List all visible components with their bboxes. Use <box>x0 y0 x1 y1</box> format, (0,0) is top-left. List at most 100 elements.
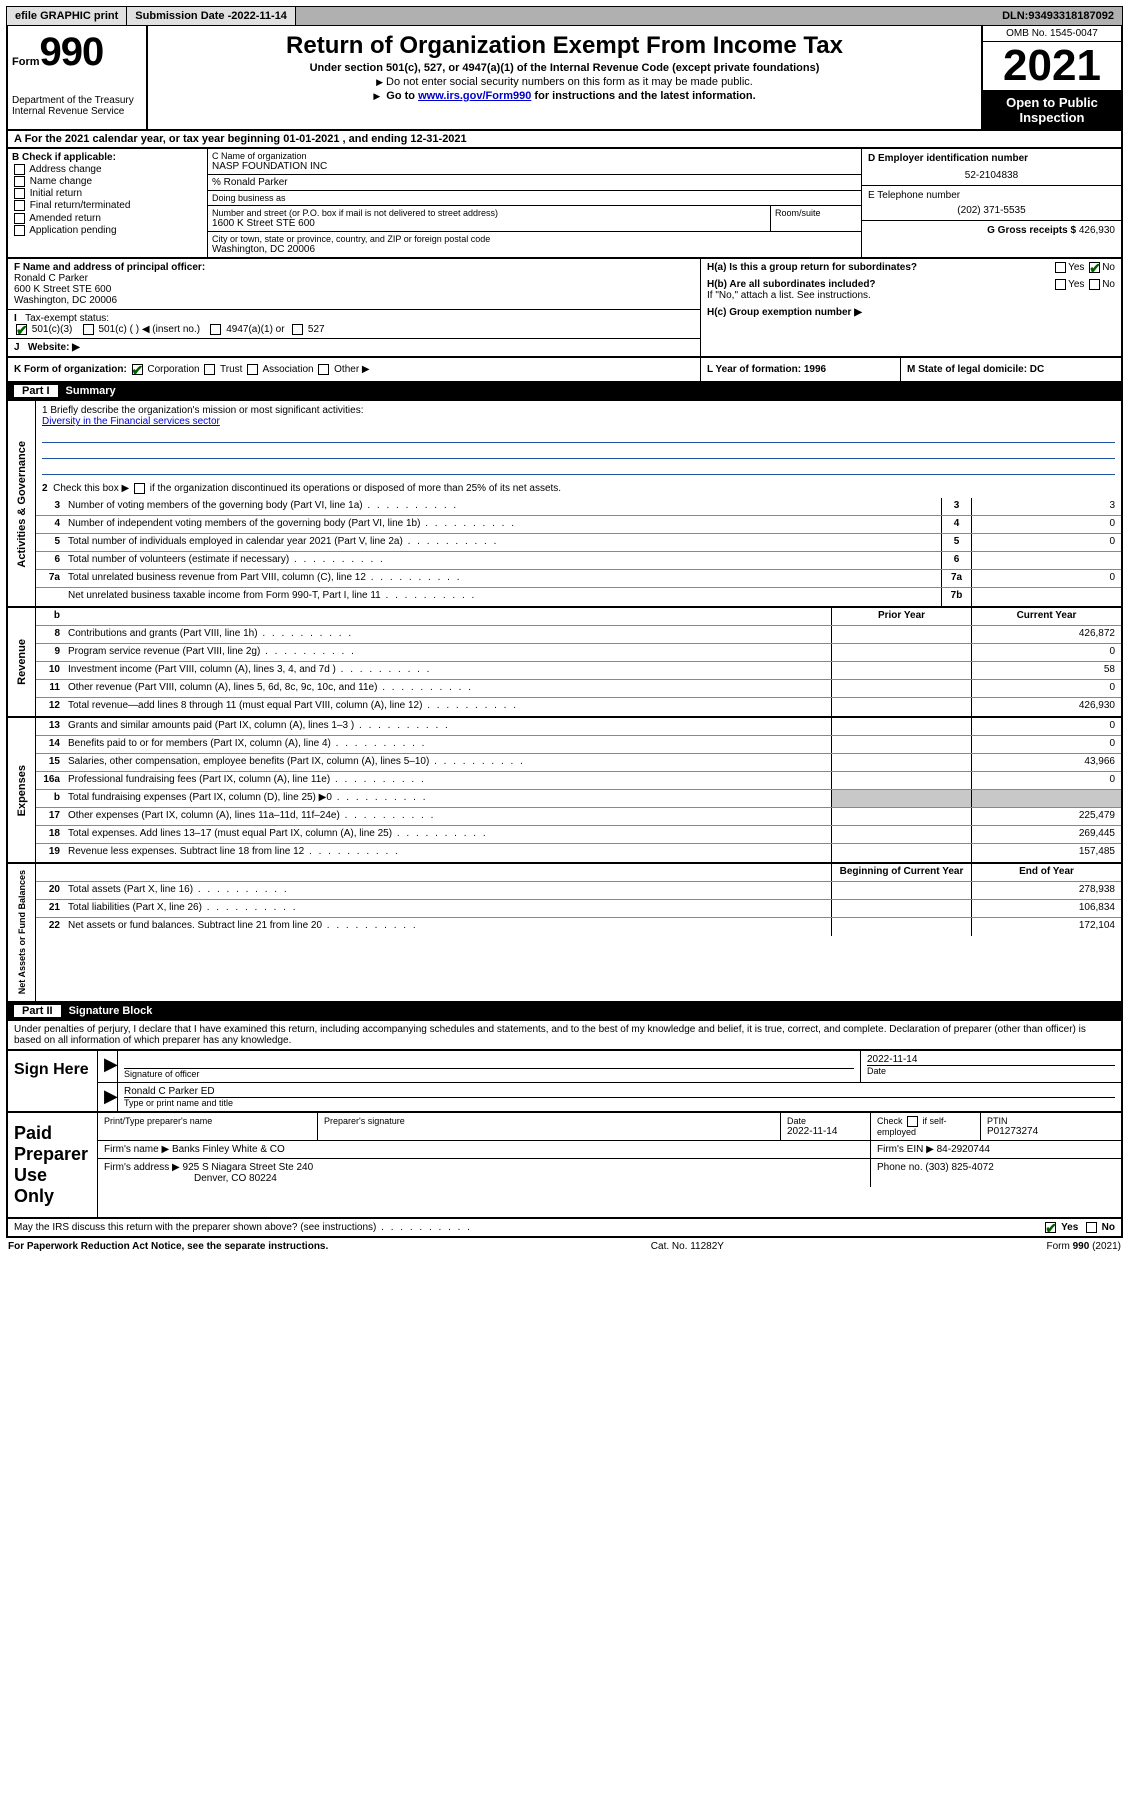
cb-other[interactable] <box>318 364 329 375</box>
part-ii-num: Part II <box>14 1005 61 1017</box>
table-row: 20Total assets (Part X, line 16) 278,938 <box>36 882 1121 900</box>
b-header: B Check if applicable: <box>12 152 116 163</box>
header-right: OMB No. 1545-0047 2021 Open to Public In… <box>981 26 1121 129</box>
header-left: Form990 Department of the Treasury Inter… <box>8 26 148 129</box>
table-row: 18Total expenses. Add lines 13–17 (must … <box>36 826 1121 844</box>
summary-expenses: Expenses 13Grants and similar amounts pa… <box>6 718 1123 864</box>
table-row: 11Other revenue (Part VIII, column (A), … <box>36 680 1121 698</box>
col-b-checkboxes: B Check if applicable: Address change Na… <box>8 149 208 257</box>
table-row: 8Contributions and grants (Part VIII, li… <box>36 626 1121 644</box>
room-suite-label: Room/suite <box>771 206 861 231</box>
table-row: 19Revenue less expenses. Subtract line 1… <box>36 844 1121 862</box>
name-arrow-icon: ▶ <box>98 1083 118 1111</box>
e-phone-label: E Telephone number <box>868 190 960 201</box>
h-a-group-return: H(a) Is this a group return for subordin… <box>701 259 1121 276</box>
paid-preparer-block: Paid Preparer Use Only Print/Type prepar… <box>6 1113 1123 1219</box>
table-row: 22Net assets or fund balances. Subtract … <box>36 918 1121 936</box>
year-end: 12-31-2021 <box>410 133 466 145</box>
table-row: 3Number of voting members of the governi… <box>36 498 1121 516</box>
cb-trust[interactable] <box>204 364 215 375</box>
cb-ha-yes[interactable] <box>1055 262 1066 273</box>
table-row: 13Grants and similar amounts paid (Part … <box>36 718 1121 736</box>
cb-discuss-yes[interactable] <box>1045 1222 1056 1233</box>
cb-501c[interactable] <box>83 324 94 335</box>
cb-ha-no[interactable] <box>1089 262 1100 273</box>
cb-4947a1[interactable] <box>210 324 221 335</box>
j-website: J Website: ▶ <box>8 339 700 356</box>
note-instructions: Go to www.irs.gov/Form990 for instructio… <box>154 90 975 102</box>
table-row: Net unrelated business taxable income fr… <box>36 588 1121 606</box>
note-ssn: Do not enter social security numbers on … <box>154 76 975 88</box>
irs-link[interactable]: www.irs.gov/Form990 <box>418 90 531 102</box>
cb-self-employed[interactable] <box>907 1116 918 1127</box>
street-address: 1600 K Street STE 600 <box>212 218 766 229</box>
cb-hb-no[interactable] <box>1089 279 1100 290</box>
discuss-row: May the IRS discuss this return with the… <box>6 1219 1123 1238</box>
cb-address-change[interactable]: Address change <box>12 164 203 175</box>
cb-discuss-no[interactable] <box>1086 1222 1097 1233</box>
summary-net-assets: Net Assets or Fund Balances Beginning of… <box>6 864 1123 1002</box>
row-k-to-m: K Form of organization: Corporation Trus… <box>6 358 1123 383</box>
cb-amended-return[interactable]: Amended return <box>12 213 203 224</box>
firm-addr2: Denver, CO 80224 <box>194 1173 277 1184</box>
firm-addr-label: Firm's address ▶ <box>104 1162 183 1173</box>
m-domicile: M State of legal domicile: DC <box>901 358 1121 381</box>
block-b-to-g: B Check if applicable: Address change Na… <box>6 149 1123 259</box>
tax-year: 2021 <box>983 42 1121 90</box>
h-b-note: If "No," attach a list. See instructions… <box>707 290 1115 301</box>
table-row: 7aTotal unrelated business revenue from … <box>36 570 1121 588</box>
perjury-statement: Under penalties of perjury, I declare th… <box>6 1021 1123 1051</box>
officer-printed-name: Ronald C Parker ED <box>124 1086 1115 1097</box>
efile-print-button[interactable]: efile GRAPHIC print <box>7 7 127 25</box>
top-toolbar: efile GRAPHIC print Submission Date - 20… <box>6 6 1123 26</box>
form-header: Form990 Department of the Treasury Inter… <box>6 26 1123 131</box>
part-i-title: Summary <box>66 385 116 397</box>
form-ref: Form 990 (2021) <box>1047 1241 1121 1252</box>
cb-final-return[interactable]: Final return/terminated <box>12 200 203 211</box>
officer-addr1: 600 K Street STE 600 <box>14 284 111 295</box>
gross-receipts-value: 426,930 <box>1079 225 1115 236</box>
vtab-governance: Activities & Governance <box>8 401 36 606</box>
f-principal-officer: F Name and address of principal officer:… <box>8 259 700 310</box>
vtab-net-assets: Net Assets or Fund Balances <box>8 864 36 1000</box>
q2-discontinued: 2 Check this box ▶ if the organization d… <box>42 483 1115 494</box>
cb-discontinued[interactable] <box>134 483 145 494</box>
officer-name: Ronald C Parker <box>14 273 88 284</box>
vtab-expenses: Expenses <box>8 718 36 862</box>
q1-mission: 1 Briefly describe the organization's mi… <box>42 405 1115 416</box>
table-row: 15Salaries, other compensation, employee… <box>36 754 1121 772</box>
cb-name-change[interactable]: Name change <box>12 176 203 187</box>
cb-501c3[interactable] <box>16 324 27 335</box>
summary-governance: Activities & Governance 1 Briefly descri… <box>6 401 1123 608</box>
form-title: Return of Organization Exempt From Incom… <box>154 32 975 60</box>
prep-sig-label: Preparer's signature <box>318 1113 781 1140</box>
cb-initial-return[interactable]: Initial return <box>12 188 203 199</box>
cb-association[interactable] <box>247 364 258 375</box>
mission-text: Diversity in the Financial services sect… <box>42 416 1115 427</box>
year-begin: 01-01-2021 <box>283 133 339 145</box>
ptin-label: PTIN <box>987 1116 1115 1126</box>
cb-hb-yes[interactable] <box>1055 279 1066 290</box>
firm-name: Banks Finley White & CO <box>172 1144 285 1155</box>
paid-preparer-label: Paid Preparer Use Only <box>8 1113 98 1217</box>
firm-phone: (303) 825-4072 <box>925 1162 993 1173</box>
discuss-question: May the IRS discuss this return with the… <box>14 1222 1043 1233</box>
table-row: 16aProfessional fundraising fees (Part I… <box>36 772 1121 790</box>
cb-corporation[interactable] <box>132 364 143 375</box>
cb-527[interactable] <box>292 324 303 335</box>
form-number: Form990 <box>12 30 142 75</box>
submission-date-cell: Submission Date - 2022-11-14 <box>127 7 296 25</box>
mission-block: 1 Briefly describe the organization's mi… <box>36 401 1121 498</box>
paperwork-notice: For Paperwork Reduction Act Notice, see … <box>8 1241 328 1252</box>
cb-application-pending[interactable]: Application pending <box>12 225 203 236</box>
table-row: 5Total number of individuals employed in… <box>36 534 1121 552</box>
submission-date-value: 2022-11-14 <box>231 10 287 22</box>
part-ii-title: Signature Block <box>69 1005 153 1017</box>
org-name: NASP FOUNDATION INC <box>212 161 857 172</box>
h-c-exemption: H(c) Group exemption number ▶ <box>701 304 1121 321</box>
d-ein-label: D Employer identification number <box>868 153 1028 164</box>
city-state-zip: Washington, DC 20006 <box>212 244 857 255</box>
l-year-formation: L Year of formation: 1996 <box>701 358 901 381</box>
table-row: 4Number of independent voting members of… <box>36 516 1121 534</box>
table-row: 6Total number of volunteers (estimate if… <box>36 552 1121 570</box>
